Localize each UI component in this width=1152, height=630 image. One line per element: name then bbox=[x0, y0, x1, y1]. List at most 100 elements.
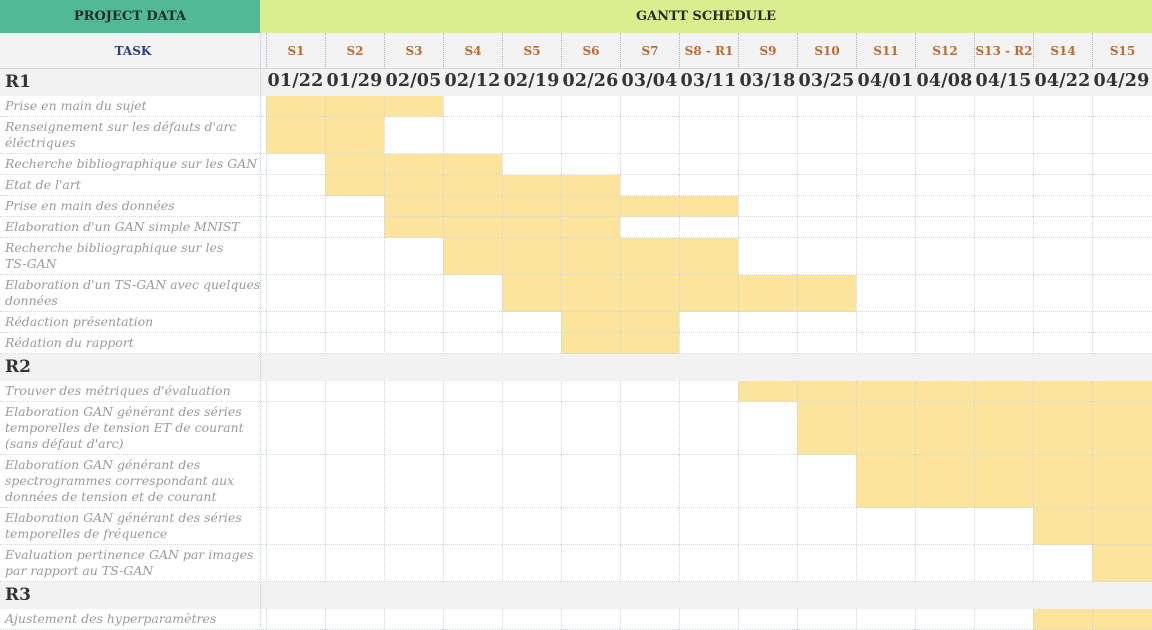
gantt-grid-cell bbox=[266, 508, 325, 545]
gantt-grid-cell bbox=[797, 238, 856, 275]
week-header-3: S3 bbox=[384, 33, 443, 69]
gantt-bar-cell bbox=[797, 381, 856, 402]
week-header-4: S4 bbox=[443, 33, 502, 69]
gantt-bar-cell bbox=[738, 381, 797, 402]
gantt-grid-cell bbox=[679, 117, 738, 154]
week-date-15: 04/29 bbox=[1093, 71, 1150, 91]
gantt-bar-cell bbox=[443, 175, 502, 196]
gantt-bar-cell bbox=[561, 238, 620, 275]
gantt-bar-cell bbox=[1092, 381, 1152, 402]
gantt-grid-cell bbox=[797, 175, 856, 196]
gantt-bar-cell bbox=[325, 154, 384, 175]
gantt-bar-cell bbox=[561, 196, 620, 217]
gantt-grid-cell bbox=[325, 381, 384, 402]
gantt-bar-cell bbox=[797, 275, 856, 312]
gantt-grid-cell bbox=[266, 455, 325, 508]
gantt-grid-cell bbox=[915, 217, 974, 238]
gantt-grid-cell bbox=[856, 238, 915, 275]
gantt-grid-cell bbox=[797, 455, 856, 508]
gantt-grid-cell bbox=[620, 217, 679, 238]
task-label: Trouver des métriques d'évaluation bbox=[0, 381, 266, 402]
week-header-14: S14 bbox=[1033, 33, 1092, 69]
gantt-grid-cell bbox=[561, 508, 620, 545]
gantt-grid-cell bbox=[1033, 175, 1092, 196]
gantt-grid-cell bbox=[266, 381, 325, 402]
gantt-bar-cell bbox=[797, 402, 856, 455]
gantt-grid-cell bbox=[738, 117, 797, 154]
gantt-grid-cell bbox=[384, 238, 443, 275]
week-header-12: S12 bbox=[915, 33, 974, 69]
gantt-grid-cell bbox=[974, 545, 1033, 582]
week-date-7: 03/04 bbox=[621, 71, 678, 91]
gantt-grid-cell bbox=[443, 545, 502, 582]
gantt-bar-cell bbox=[679, 196, 738, 217]
gantt-grid-cell bbox=[1033, 217, 1092, 238]
section-row-r2: R2 bbox=[0, 354, 1152, 381]
gantt-bar-cell bbox=[561, 275, 620, 312]
gantt-grid-cell bbox=[502, 96, 561, 117]
week-date-6: 02/26 bbox=[562, 71, 619, 91]
gantt-bar-cell bbox=[1033, 381, 1092, 402]
week-date-14: 04/22 bbox=[1034, 71, 1091, 91]
gantt-grid-cell bbox=[443, 381, 502, 402]
week-header-15: S15 bbox=[1092, 33, 1152, 69]
gantt-grid-cell bbox=[443, 96, 502, 117]
gantt-grid-cell bbox=[738, 333, 797, 354]
gantt-grid-cell bbox=[915, 238, 974, 275]
gantt-grid-cell bbox=[738, 238, 797, 275]
gantt-grid-cell bbox=[1033, 154, 1092, 175]
gantt-bar-cell bbox=[561, 175, 620, 196]
gantt-grid-cell bbox=[443, 402, 502, 455]
gantt-grid-cell bbox=[856, 175, 915, 196]
gantt-grid-cell bbox=[856, 154, 915, 175]
gantt-bar-cell bbox=[384, 154, 443, 175]
gantt-grid-cell bbox=[620, 455, 679, 508]
week-date-4: 02/12 bbox=[444, 71, 501, 91]
task-label: Elaboration d'un GAN simple MNIST bbox=[0, 217, 266, 238]
gantt-grid-cell bbox=[325, 196, 384, 217]
gantt-grid-cell bbox=[915, 545, 974, 582]
gantt-bar-cell bbox=[1033, 508, 1092, 545]
gantt-grid-cell bbox=[443, 312, 502, 333]
task-label: Elaboration GAN générant des spectrogram… bbox=[0, 455, 266, 508]
gantt-grid-cell bbox=[738, 96, 797, 117]
task-label: Rédation du rapport bbox=[0, 333, 266, 354]
task-label: Evaluation pertinence GAN par images par… bbox=[0, 545, 266, 582]
gantt-grid-cell bbox=[266, 154, 325, 175]
gantt-bar-cell bbox=[1092, 545, 1152, 582]
gantt-grid-cell bbox=[561, 402, 620, 455]
gantt-grid-cell bbox=[1033, 333, 1092, 354]
gantt-grid-cell bbox=[1092, 275, 1152, 312]
gantt-grid-cell bbox=[856, 117, 915, 154]
gantt-grid-cell bbox=[325, 312, 384, 333]
week-date-3: 02/05 bbox=[385, 71, 442, 91]
gantt-grid-cell bbox=[620, 402, 679, 455]
gantt-grid-cell bbox=[561, 154, 620, 175]
task-timeline-separator bbox=[260, 33, 261, 627]
gantt-grid-cell bbox=[679, 402, 738, 455]
gantt-grid-cell bbox=[384, 402, 443, 455]
gantt-grid-cell bbox=[1092, 238, 1152, 275]
gantt-grid-cell bbox=[738, 196, 797, 217]
task-label: Etat de l'art bbox=[0, 175, 266, 196]
week-header-9: S9 bbox=[738, 33, 797, 69]
gantt-grid-cell bbox=[797, 333, 856, 354]
gantt-grid-cell bbox=[384, 117, 443, 154]
gantt-grid-cell bbox=[856, 508, 915, 545]
gantt-grid-cell bbox=[325, 455, 384, 508]
gantt-bar-cell bbox=[561, 312, 620, 333]
section-label: R1 bbox=[5, 72, 31, 92]
week-header-13: S13 - R2 bbox=[974, 33, 1033, 69]
week-header-1: S1 bbox=[266, 33, 325, 69]
gantt-grid-cell bbox=[1092, 175, 1152, 196]
gantt-grid-cell bbox=[502, 545, 561, 582]
task-label: Rédaction présentation bbox=[0, 312, 266, 333]
gantt-bar-cell bbox=[266, 117, 325, 154]
gantt-bar-cell bbox=[443, 196, 502, 217]
gantt-grid-cell bbox=[1033, 312, 1092, 333]
gantt-grid-cell bbox=[561, 96, 620, 117]
gantt-grid-cell bbox=[384, 455, 443, 508]
gantt-grid-cell bbox=[856, 312, 915, 333]
gantt-grid-cell bbox=[384, 275, 443, 312]
